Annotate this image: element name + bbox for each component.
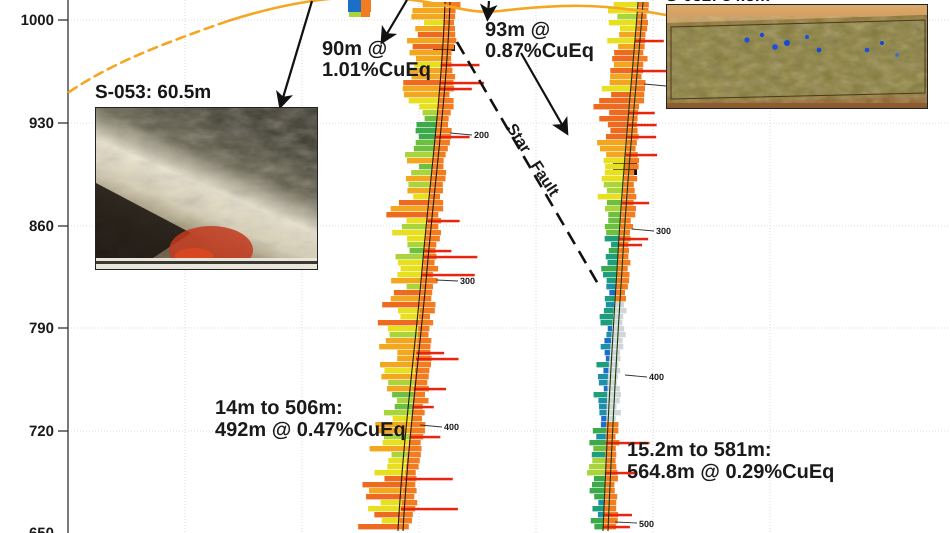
svg-text:400: 400 [649,372,664,382]
svg-text:300: 300 [656,226,671,236]
svg-text:400: 400 [444,422,459,432]
svg-text:500: 500 [639,519,654,529]
svg-text:300: 300 [460,276,475,286]
svg-text:200: 200 [474,130,489,140]
svg-text:Star _Fault: Star _Fault [503,121,563,200]
